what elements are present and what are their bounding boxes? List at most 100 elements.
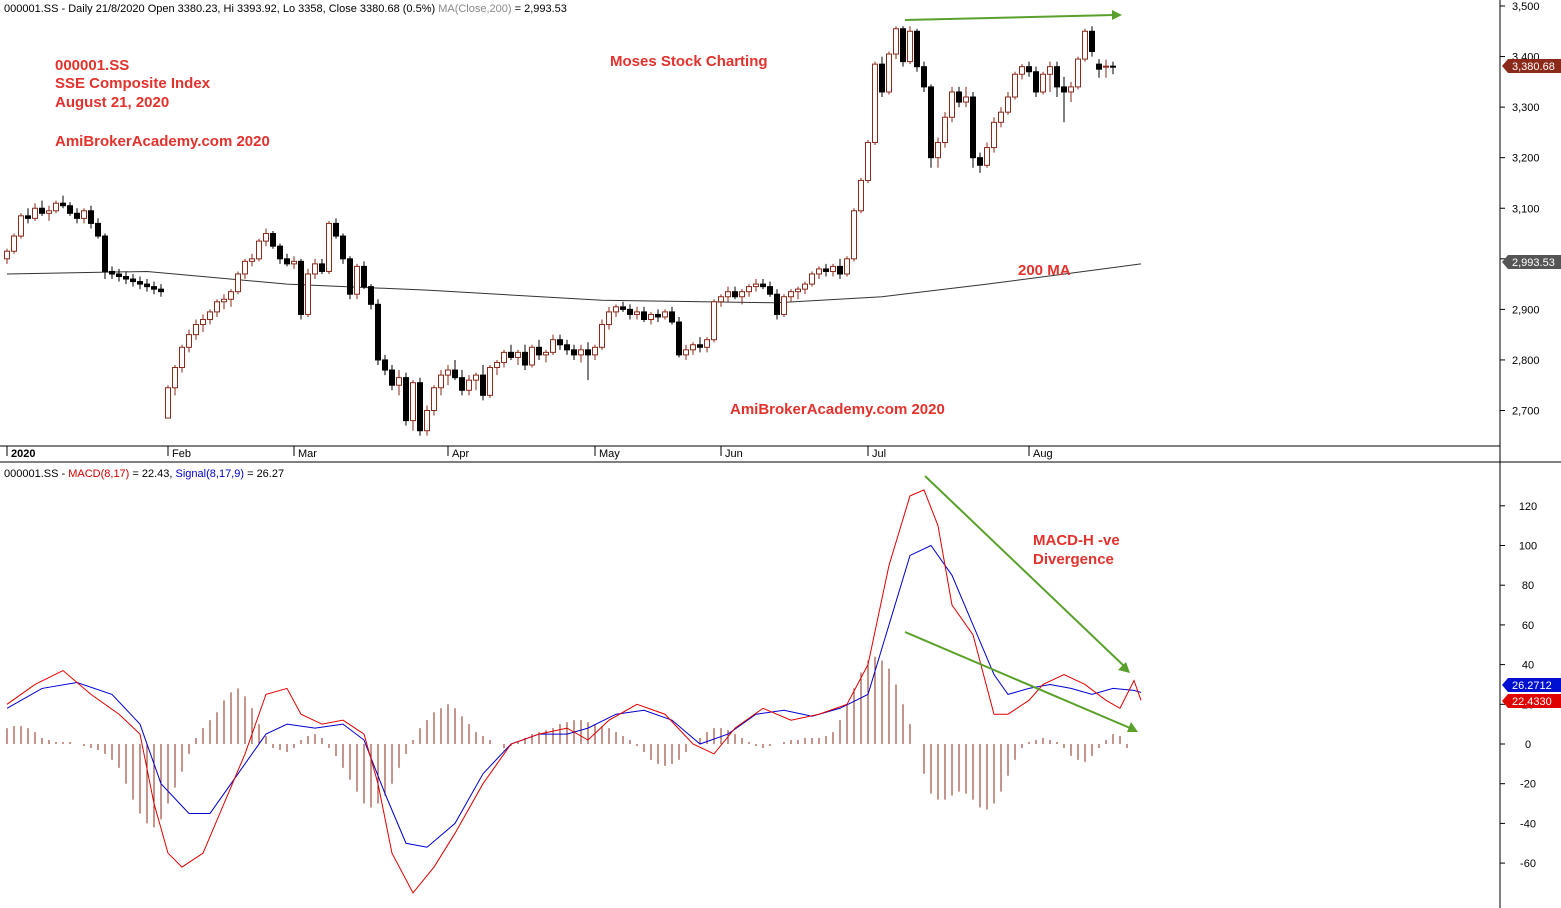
candle-body — [326, 222, 332, 272]
candle-body — [998, 111, 1004, 123]
candle-down — [277, 243, 283, 264]
candle-down — [1089, 26, 1095, 57]
candle-down — [298, 258, 304, 320]
candle-up — [515, 349, 521, 365]
annotation-brand: Moses Stock Charting — [610, 53, 768, 70]
candle-body — [123, 276, 129, 280]
candle-body — [683, 349, 689, 356]
candle-body — [207, 311, 213, 320]
candles-layer — [4, 26, 1116, 436]
candle-body — [662, 311, 668, 318]
candle-down — [641, 306, 647, 323]
price-tick-label: 2,700 — [1512, 406, 1540, 418]
candle-down — [564, 339, 570, 355]
candle-up — [410, 380, 416, 431]
candle-body — [137, 281, 143, 285]
candle-up — [11, 233, 17, 254]
candle-body — [515, 351, 521, 358]
candle-down — [382, 354, 388, 376]
candle-down — [970, 91, 976, 168]
candle-up — [963, 86, 969, 108]
candle-down — [823, 263, 829, 277]
candle-up — [886, 51, 892, 95]
candle-down — [319, 258, 325, 274]
candle-body — [235, 273, 241, 293]
last-close-tag: 3,380.68 — [1502, 59, 1561, 73]
candle-body — [368, 286, 374, 305]
candle-down — [270, 231, 276, 249]
candle-body — [704, 339, 710, 348]
candle-up — [46, 205, 52, 221]
candle-body — [298, 260, 304, 315]
candle-down — [340, 233, 346, 264]
signal-value-tag: 26.2712 — [1502, 678, 1561, 692]
candle-body — [494, 361, 500, 369]
candle-up — [907, 26, 913, 65]
candle-up — [830, 263, 836, 277]
candle-up — [235, 271, 241, 295]
candle-up — [606, 306, 612, 330]
candle-up — [32, 203, 38, 221]
annotation-index-name: SSE Composite Index — [55, 75, 211, 92]
candle-body — [109, 270, 115, 275]
candle-body — [417, 382, 423, 432]
candle-body — [823, 268, 829, 272]
macd-header-macd-label: MACD(8,17) — [68, 468, 129, 480]
candle-down — [1054, 61, 1060, 98]
last-close-value: 3,380.68 — [1512, 61, 1555, 73]
macd-lines-layer — [6, 489, 1142, 894]
price-header: 000001.SS - Daily 21/8/2020 Open 3380.23… — [4, 3, 567, 15]
candle-body — [585, 349, 591, 356]
candle-up — [795, 286, 801, 300]
candle-body — [697, 344, 703, 348]
candle-up — [249, 253, 255, 267]
candle-body — [39, 207, 45, 214]
candle-body — [270, 233, 276, 247]
candle-body — [788, 291, 794, 298]
candle-body — [1026, 66, 1032, 73]
candle-body — [529, 346, 535, 366]
candle-body — [186, 334, 192, 348]
candle-up — [326, 220, 332, 274]
candle-body — [1054, 66, 1060, 88]
candle-body — [74, 212, 80, 219]
candle-up — [1075, 56, 1081, 90]
candle-down — [1033, 66, 1039, 98]
candle-up — [186, 329, 192, 353]
candle-down — [767, 281, 773, 297]
candle-body — [767, 286, 773, 295]
candle-up — [1012, 71, 1018, 100]
candle-up — [613, 304, 619, 317]
candle-body — [760, 283, 766, 288]
candle-body — [375, 303, 381, 361]
candle-up — [690, 342, 696, 355]
candle-body — [620, 306, 626, 310]
candle-down — [655, 309, 661, 323]
candle-up — [578, 344, 584, 363]
candle-body — [508, 351, 514, 358]
candle-down — [417, 377, 423, 436]
signal-tag-value: 26.2712 — [1512, 680, 1552, 692]
candle-up — [718, 294, 724, 307]
candle-up — [1103, 59, 1109, 78]
candle-up — [648, 311, 654, 325]
candle-up — [179, 344, 185, 373]
candle-up — [704, 337, 710, 353]
macd-tick-label: 120 — [1519, 501, 1537, 513]
candle-up — [844, 256, 850, 277]
candle-down — [557, 334, 563, 350]
ma200-layer — [6, 263, 1142, 304]
candle-body — [312, 263, 318, 275]
candle-up — [599, 319, 605, 350]
month-label: Feb — [172, 448, 191, 460]
candle-up — [851, 208, 857, 262]
candle-down — [928, 84, 934, 168]
candle-body — [970, 96, 976, 159]
annotation-site-top: AmiBrokerAcademy.com 2020 — [55, 133, 270, 150]
candle-up — [487, 364, 493, 398]
month-label: Aug — [1033, 448, 1053, 460]
macd-line — [6, 489, 1142, 894]
candle-up — [865, 139, 871, 183]
candle-body — [102, 235, 108, 272]
